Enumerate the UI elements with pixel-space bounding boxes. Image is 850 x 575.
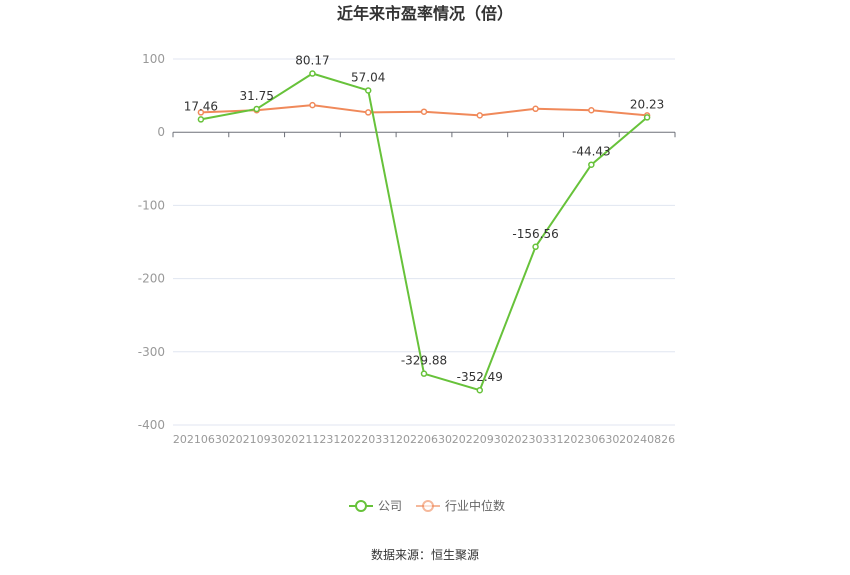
legend[interactable]: 公司 行业中位数: [349, 498, 505, 513]
data-point: [364, 87, 372, 94]
legend-marker: [422, 500, 434, 512]
x-tick-label: 20230630: [563, 433, 619, 446]
data-point: [643, 114, 651, 121]
y-tick-label: 100: [142, 52, 165, 66]
data-point: [309, 101, 316, 109]
axis-layer: 100 0 -100 -200 -300 -400 20210630 20210930 2021…: [138, 52, 676, 446]
y-tick-label: -200: [138, 272, 165, 286]
legend-item-company[interactable]: 公司: [349, 499, 402, 513]
data-point: [476, 386, 484, 394]
y-tick-label: 0: [157, 125, 165, 139]
legend-label: 行业中位数: [445, 498, 505, 513]
data-label: 80.17: [295, 54, 329, 68]
data-label: -329.88: [401, 354, 447, 368]
x-tick-label: 20240826: [619, 433, 675, 446]
y-tick-label: -300: [138, 345, 165, 359]
data-label: -352.49: [457, 370, 503, 384]
series-line-company: [200, 72, 648, 392]
data-label: -156.56: [512, 227, 558, 241]
legend-marker: [355, 500, 367, 512]
data-label: -44.43: [572, 145, 611, 159]
data-label: 57.04: [351, 70, 385, 84]
data-point: [532, 105, 539, 113]
chart-title: 近年来市盈率情况（倍）: [337, 4, 513, 23]
data-point: [588, 161, 595, 168]
data-label: 20.23: [630, 97, 664, 111]
data-point: [532, 243, 539, 251]
legend-label: 公司: [378, 499, 402, 513]
data-point: [420, 370, 428, 377]
legend-item-industry-median[interactable]: 行业中位数: [416, 498, 505, 513]
x-tick-label: 20230331: [508, 433, 564, 446]
y-tick-label: -400: [138, 418, 165, 432]
y-tick-label: -100: [138, 198, 165, 212]
data-point: [253, 105, 260, 113]
series-layer: [197, 70, 651, 394]
data-point: [476, 112, 484, 119]
x-tick-label: 20210930: [229, 433, 285, 446]
x-tick-label: 20210630: [173, 433, 229, 446]
data-label: 17.46: [184, 99, 218, 113]
data-point: [197, 109, 205, 116]
data-label-layer: 17.46 31.75 80.17 57.04 -329.88 -352.49 -156.5…: [184, 54, 665, 385]
x-tick-label: 20220331: [340, 433, 396, 446]
data-point: [364, 109, 372, 116]
data-point: [309, 70, 316, 77]
source-note: 数据来源：恒生聚源: [371, 547, 479, 562]
data-point: [588, 106, 595, 114]
x-tick-label: 20211231: [284, 433, 340, 446]
grid-layer: [173, 58, 675, 426]
data-point: [420, 108, 428, 115]
data-point: [197, 116, 205, 123]
x-tick-label: 20220630: [396, 433, 452, 446]
data-label: 31.75: [239, 89, 273, 103]
x-tick-label: 20220930: [452, 433, 508, 446]
